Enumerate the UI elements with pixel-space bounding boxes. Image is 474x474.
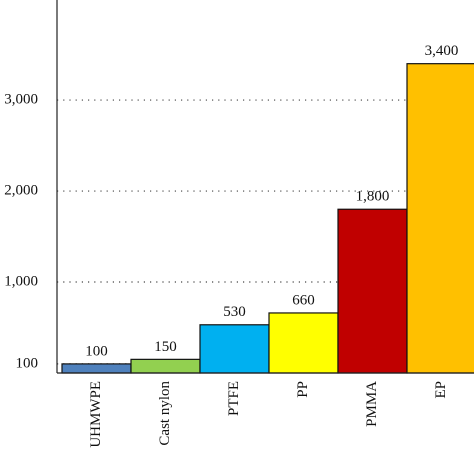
x-tick-label: PMMA [364, 381, 380, 427]
value-label: 150 [154, 339, 177, 355]
value-label: 530 [223, 304, 246, 320]
bar [406, 63, 474, 374]
y-tick-label: 3,000 [4, 92, 38, 108]
bar [61, 363, 132, 374]
x-tick-label: EP [433, 381, 449, 399]
value-label: 660 [292, 292, 315, 308]
value-label: 1,800 [356, 189, 390, 205]
x-tick-label: UHMWPE [88, 381, 104, 448]
x-tick-label: PP [295, 381, 311, 398]
y-tick-label: 2,000 [4, 182, 38, 198]
bar [268, 312, 339, 374]
x-tick-label: PTFE [226, 381, 242, 416]
bar [130, 358, 201, 374]
y-tick-label: 100 [16, 355, 39, 371]
value-label: 100 [85, 343, 108, 359]
bar [337, 208, 408, 374]
y-tick-label: 1,000 [4, 273, 38, 289]
x-tick-label: Cast nylon [157, 381, 173, 446]
value-label: 3,400 [425, 43, 459, 59]
bar [199, 324, 270, 374]
